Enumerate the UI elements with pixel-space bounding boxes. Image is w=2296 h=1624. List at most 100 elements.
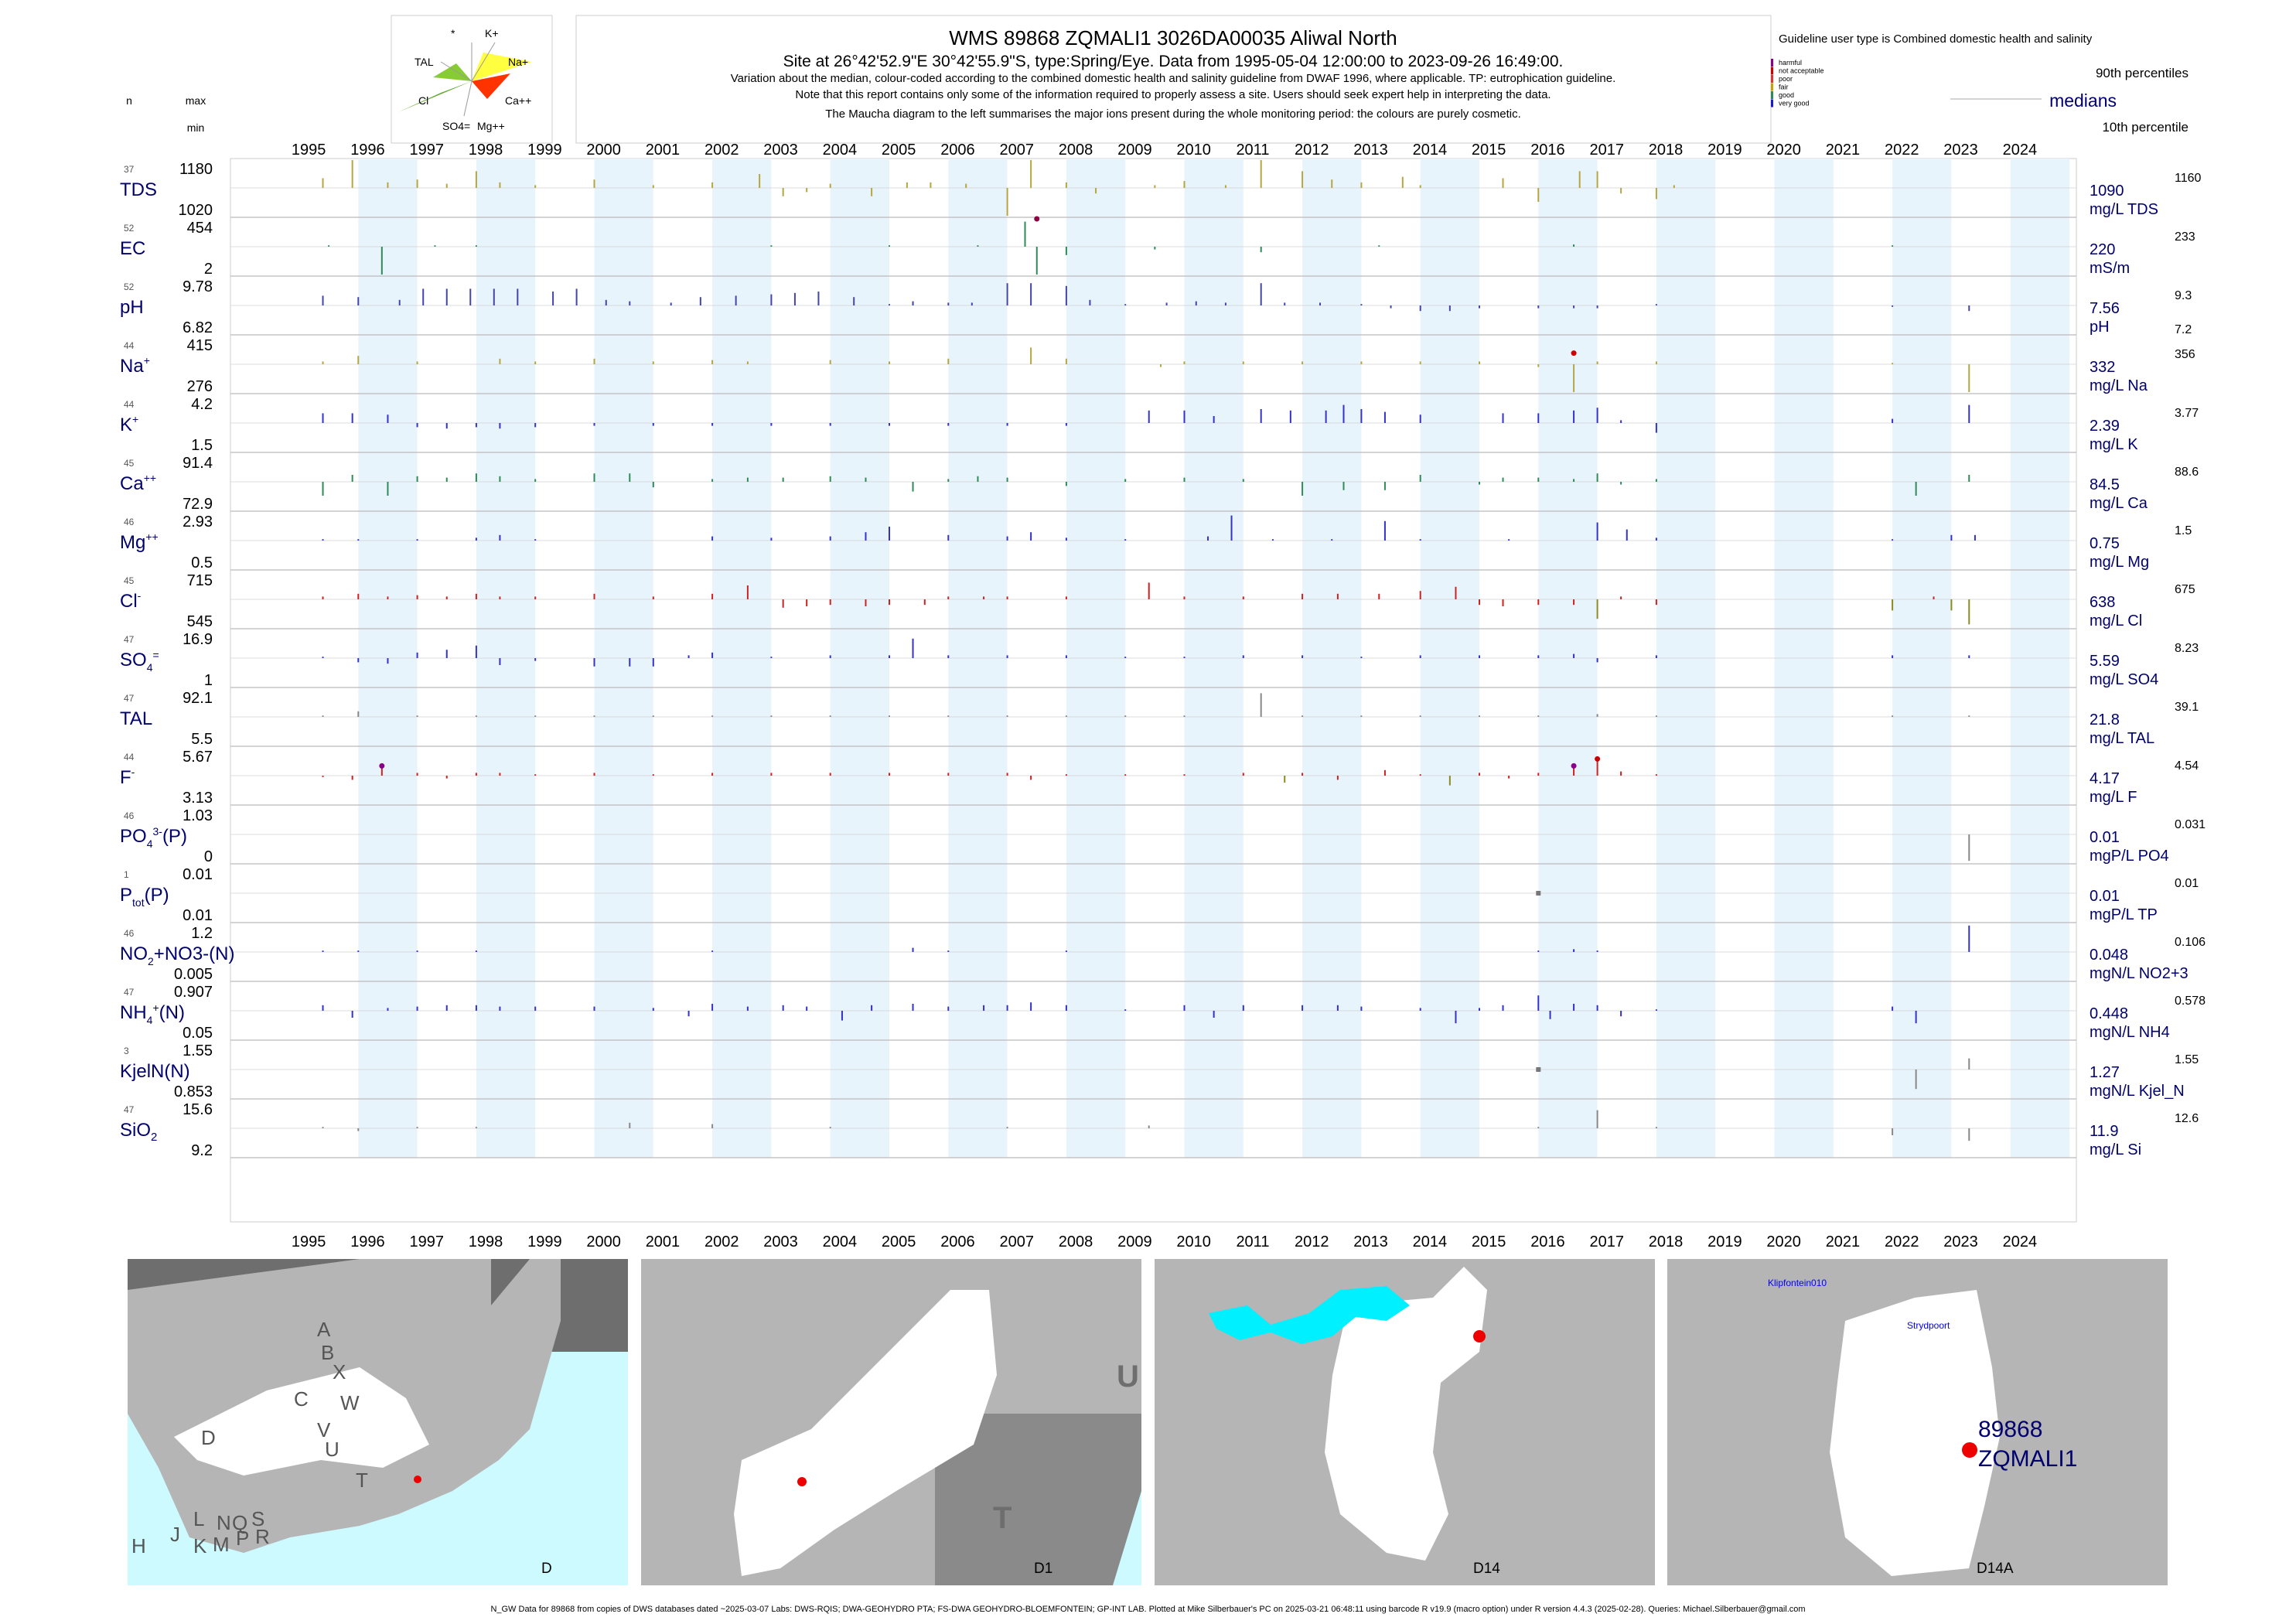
panel-p90-16: 12.6 <box>2175 1112 2199 1125</box>
map-d14-water <box>1209 1286 1410 1344</box>
panel-median-12: 0.01 <box>2090 888 2120 905</box>
panel-n-8: 47 <box>124 634 135 645</box>
legend-class-label-4: good <box>1779 91 1794 99</box>
maucha-label-2: TAL <box>415 56 434 68</box>
map-d-letter-M: M <box>213 1533 230 1556</box>
map-d-letter-W: W <box>340 1391 360 1414</box>
maucha-sector-ca <box>472 73 510 99</box>
panel-n-14: 47 <box>124 987 135 998</box>
maucha-label-6: SO4= <box>442 120 470 132</box>
year-label-top-2016: 2016 <box>1530 142 1565 159</box>
col-min-header: min <box>187 121 205 134</box>
year-label-top-2015: 2015 <box>1472 142 1506 159</box>
panel-p90-1: 233 <box>2175 230 2195 244</box>
map-d14-site-dot <box>1473 1330 1486 1343</box>
map-d-letter-T: T <box>356 1469 368 1492</box>
panel-n-15: 3 <box>124 1046 129 1056</box>
year-label-top-2012: 2012 <box>1295 142 1329 159</box>
note-2: Note that this report contains only some… <box>795 88 1551 101</box>
panel-max-16: 15.6 <box>183 1101 213 1118</box>
year-label-top-2022: 2022 <box>1885 142 1919 159</box>
panel-min-3: 276 <box>187 378 213 395</box>
year-label-bottom-2022: 2022 <box>1885 1233 1919 1250</box>
panel-min-5: 72.9 <box>183 496 213 513</box>
panel-unit-3: mg/L Na <box>2090 377 2148 394</box>
map-d-basin <box>174 1367 429 1476</box>
panel-min-7: 545 <box>187 613 213 630</box>
map-d-letter-A: A <box>317 1318 331 1341</box>
panel-min-10: 3.13 <box>183 790 213 807</box>
panel-label-1: EC <box>120 238 145 259</box>
panel-label-6: Mg++ <box>120 531 159 553</box>
year-label-top-2001: 2001 <box>646 142 681 159</box>
panel-label-8: SO4= <box>120 649 159 674</box>
year-label-top-2017: 2017 <box>1590 142 1625 159</box>
year-label-bottom-2023: 2023 <box>1943 1233 1978 1250</box>
map-d14a-basin <box>1830 1290 2000 1576</box>
year-label-bottom-2016: 2016 <box>1530 1233 1565 1250</box>
panel-unit-8: mg/L SO4 <box>2090 671 2158 688</box>
bar-cap-10-0 <box>379 763 385 769</box>
map-d-letter-L: L <box>193 1507 204 1530</box>
year-label-top-1999: 1999 <box>527 142 562 159</box>
map-d1-sea <box>1113 1491 1141 1585</box>
panel-median-0: 1090 <box>2090 183 2124 200</box>
legend-swatch-0 <box>1771 59 1773 67</box>
panel-max-7: 715 <box>187 572 213 589</box>
panel-min-14: 0.05 <box>183 1025 213 1042</box>
year-label-top-2011: 2011 <box>1236 142 1269 159</box>
panel-median-15: 1.27 <box>2090 1064 2120 1081</box>
bar-cap-1-0 <box>1034 216 1040 222</box>
panel-median-5: 84.5 <box>2090 476 2120 493</box>
maucha-axis-2 <box>471 42 496 82</box>
maucha-label-5: Ca++ <box>505 94 531 107</box>
year-label-top-2021: 2021 <box>1826 142 1861 159</box>
panel-unit-5: mg/L Ca <box>2090 495 2148 512</box>
maucha-label-1: K+ <box>485 27 499 39</box>
panel-max-14: 0.907 <box>174 984 213 1001</box>
map-d-letter-N: N <box>217 1511 231 1534</box>
panel-unit-6: mg/L Mg <box>2090 554 2149 571</box>
panel-max-6: 2.93 <box>183 513 213 531</box>
map-d-letter-C: C <box>294 1387 309 1411</box>
year-label-bottom-2009: 2009 <box>1117 1233 1152 1250</box>
year-label-bottom-1996: 1996 <box>350 1233 385 1250</box>
year-label-bottom-2015: 2015 <box>1472 1233 1506 1250</box>
panel-n-16: 47 <box>124 1104 135 1115</box>
panel-max-0: 1180 <box>179 161 213 178</box>
map-d-letter-R: R <box>255 1525 270 1548</box>
panel-p90-0: 1160 <box>2175 172 2202 185</box>
year-label-top-2004: 2004 <box>823 142 858 159</box>
panel-unit-14: mgN/L NH4 <box>2090 1024 2170 1041</box>
page-title: WMS 89868 ZQMALI1 3026DA00035 Aliwal Nor… <box>949 26 1397 49</box>
panel-unit-10: mg/L F <box>2090 789 2137 806</box>
panel-max-13: 1.2 <box>191 925 213 942</box>
year-label-bottom-1997: 1997 <box>410 1233 445 1250</box>
panel-unit-15: mgN/L Kjel_N <box>2090 1083 2185 1100</box>
map-d14-label: D14 <box>1473 1561 1500 1577</box>
panel-max-1: 454 <box>187 220 213 237</box>
maucha-sector-tal <box>433 63 472 81</box>
year-label-top-1995: 1995 <box>292 142 326 159</box>
panel-unit-11: mgP/L PO4 <box>2090 848 2169 865</box>
year-label-top-2003: 2003 <box>763 142 798 159</box>
maucha-sector-cl <box>398 81 472 112</box>
year-label-top-2014: 2014 <box>1413 142 1448 159</box>
panel-max-15: 1.55 <box>183 1042 213 1059</box>
year-label-bottom-2006: 2006 <box>940 1233 975 1250</box>
year-label-bottom-2018: 2018 <box>1649 1233 1684 1250</box>
year-label-top-2024: 2024 <box>2003 142 2038 159</box>
year-label-bottom-1995: 1995 <box>292 1233 326 1250</box>
panel-label-4: K+ <box>120 413 138 435</box>
year-label-top-2009: 2009 <box>1117 142 1152 159</box>
col-max-header: max <box>186 94 206 107</box>
panel-unit-0: mg/L TDS <box>2090 201 2158 218</box>
panel-min-16: 9.2 <box>191 1142 213 1159</box>
plot-frame <box>230 158 2077 1223</box>
panel-unit-16: mg/L Si <box>2090 1141 2141 1158</box>
panel-p90-3: 356 <box>2175 348 2195 361</box>
map-d-letter-H: H <box>131 1534 146 1557</box>
legend-class-label-2: poor <box>1779 75 1793 83</box>
map-d1-letter-u: U <box>1117 1360 1139 1394</box>
legend-swatch-5 <box>1771 99 1773 107</box>
